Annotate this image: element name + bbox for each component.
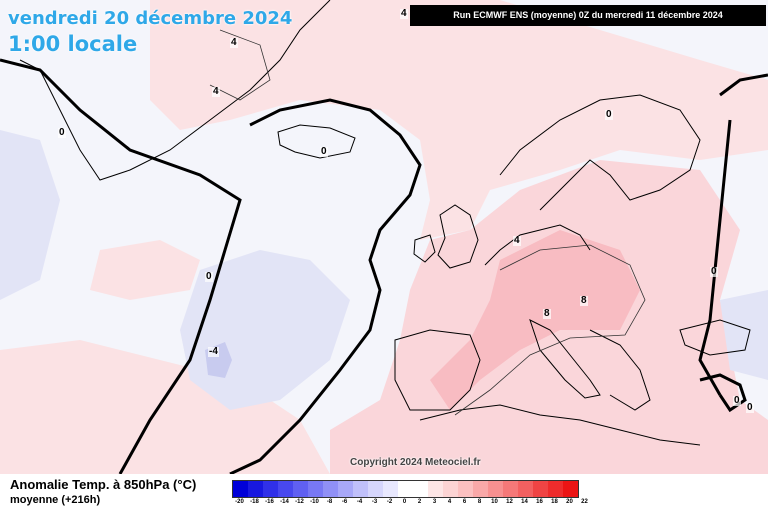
forecast-local-time: 1:00 locale [8,32,138,56]
legend-color-cell [548,481,563,497]
legend-tick-label: 0 [402,499,407,505]
legend-tick-label: -4 [356,499,363,505]
legend-tick-label: 4 [447,499,452,505]
legend-color-cell [278,481,293,497]
contour-label: 0 [733,395,741,406]
contour-label: 4 [400,8,408,19]
legend-color-cell [353,481,368,497]
legend-tick-label: -6 [341,499,348,505]
legend-color-cell [338,481,353,497]
contour-label: 4 [513,235,521,246]
four-degree-contours [209,29,646,416]
legend-tick-label: -18 [250,499,259,505]
contour-label: 0 [605,109,613,120]
contour-label: 4 [212,86,220,97]
contour-4-europe [454,244,646,416]
forecast-date: vendredi 20 décembre 2024 [8,8,293,29]
warm-anomaly-core [430,230,640,410]
legend-color-cell [533,481,548,497]
legend-tick-label: -3 [371,499,378,505]
legend-tick-label: 16 [536,499,543,505]
warm-anomaly-west [90,240,200,300]
contour-atlantic [229,98,422,474]
legend-tick-label: -10 [310,499,319,505]
legend-color-cell [308,481,323,497]
contour-label: 0 [746,402,754,413]
legend-tick-label: 10 [491,499,498,505]
iberia-coast [394,329,481,411]
cold-anomaly-east [720,290,768,380]
black-sea-coast [679,319,751,356]
legend-color-cell [563,481,578,497]
legend-tick-label: 2 [417,499,422,505]
legend-color-cell [428,481,443,497]
warm-anomaly-southwest [0,340,330,474]
legend-tick-label: -16 [265,499,274,505]
legend-panel: Anomalie Temp. à 850hPa (°C) moyenne (+2… [0,474,768,512]
temperature-anomaly-map [0,0,768,474]
north-africa-coast [419,404,701,446]
legend-color-cell [518,481,533,497]
legend-tick-label: -2 [386,499,393,505]
contour-label: 0 [58,127,66,138]
legend-tick-label: 22 [581,499,588,505]
legend-color-cell [293,481,308,497]
legend-color-cell [323,481,338,497]
legend-color-cell [233,481,248,497]
legend-tick-label: 14 [521,499,528,505]
balkans-coast [589,329,651,411]
copyright-notice: Copyright 2024 Meteociel.fr [350,457,481,468]
legend-color-cell [443,481,458,497]
legend-tick-label: 8 [477,499,482,505]
contour-label: 0 [205,271,213,282]
contour-label: 0 [320,146,328,157]
legend-title: Anomalie Temp. à 850hPa (°C) [10,477,197,492]
legend-color-cell [368,481,383,497]
coastlines [19,0,751,446]
contour-label: 4 [230,37,238,48]
legend-subtitle: moyenne (+216h) [10,494,101,506]
legend-tick-label: 3 [432,499,437,505]
greenland-coast [19,0,331,181]
legend-color-cell [503,481,518,497]
legend-color-bar [232,480,579,498]
anomaly-shading [0,0,768,474]
legend-tick-label: 18 [551,499,558,505]
legend-tick-label: 12 [506,499,513,505]
italy-coast [529,319,601,399]
contour-label: -4 [208,346,219,357]
iceland-coast [277,124,356,159]
contour-4-greenland [209,29,271,101]
legend-tick-label: -20 [235,499,244,505]
warm-anomaly-north [150,0,768,240]
contour-far-east [699,373,747,413]
legend-color-cell [248,481,263,497]
legend-tick-label: -14 [280,499,289,505]
contour-label: 8 [580,295,588,306]
legend-color-cell [383,481,398,497]
ireland-coast [413,234,436,263]
legend-color-cell [398,481,413,497]
legend-tick-label: -8 [326,499,333,505]
contour-label: 8 [543,308,551,319]
run-info-banner: Run ECMWF ENS (moyenne) 0Z du mercredi 1… [410,5,766,26]
legend-color-cell [473,481,488,497]
cold-anomaly-canada [0,130,60,300]
legend-tick-label: -12 [295,499,304,505]
legend-color-cell [458,481,473,497]
contour-label: 0 [710,266,718,277]
british-isles-coast [437,204,479,269]
continental-coast [484,224,591,266]
contour-west [0,58,242,474]
scandinavia-coast [499,94,701,211]
legend-tick-label: 20 [566,499,573,505]
legend-color-cell [263,481,278,497]
legend-tick-label: 6 [462,499,467,505]
legend-color-cell [488,481,503,497]
legend-tick-row: -20 -18 -16 -14 -12 -10 -8 -6 -4 -3 -2 0 2 3 4 6 8 10 12 14… [232,499,592,505]
legend-color-cell [413,481,428,497]
